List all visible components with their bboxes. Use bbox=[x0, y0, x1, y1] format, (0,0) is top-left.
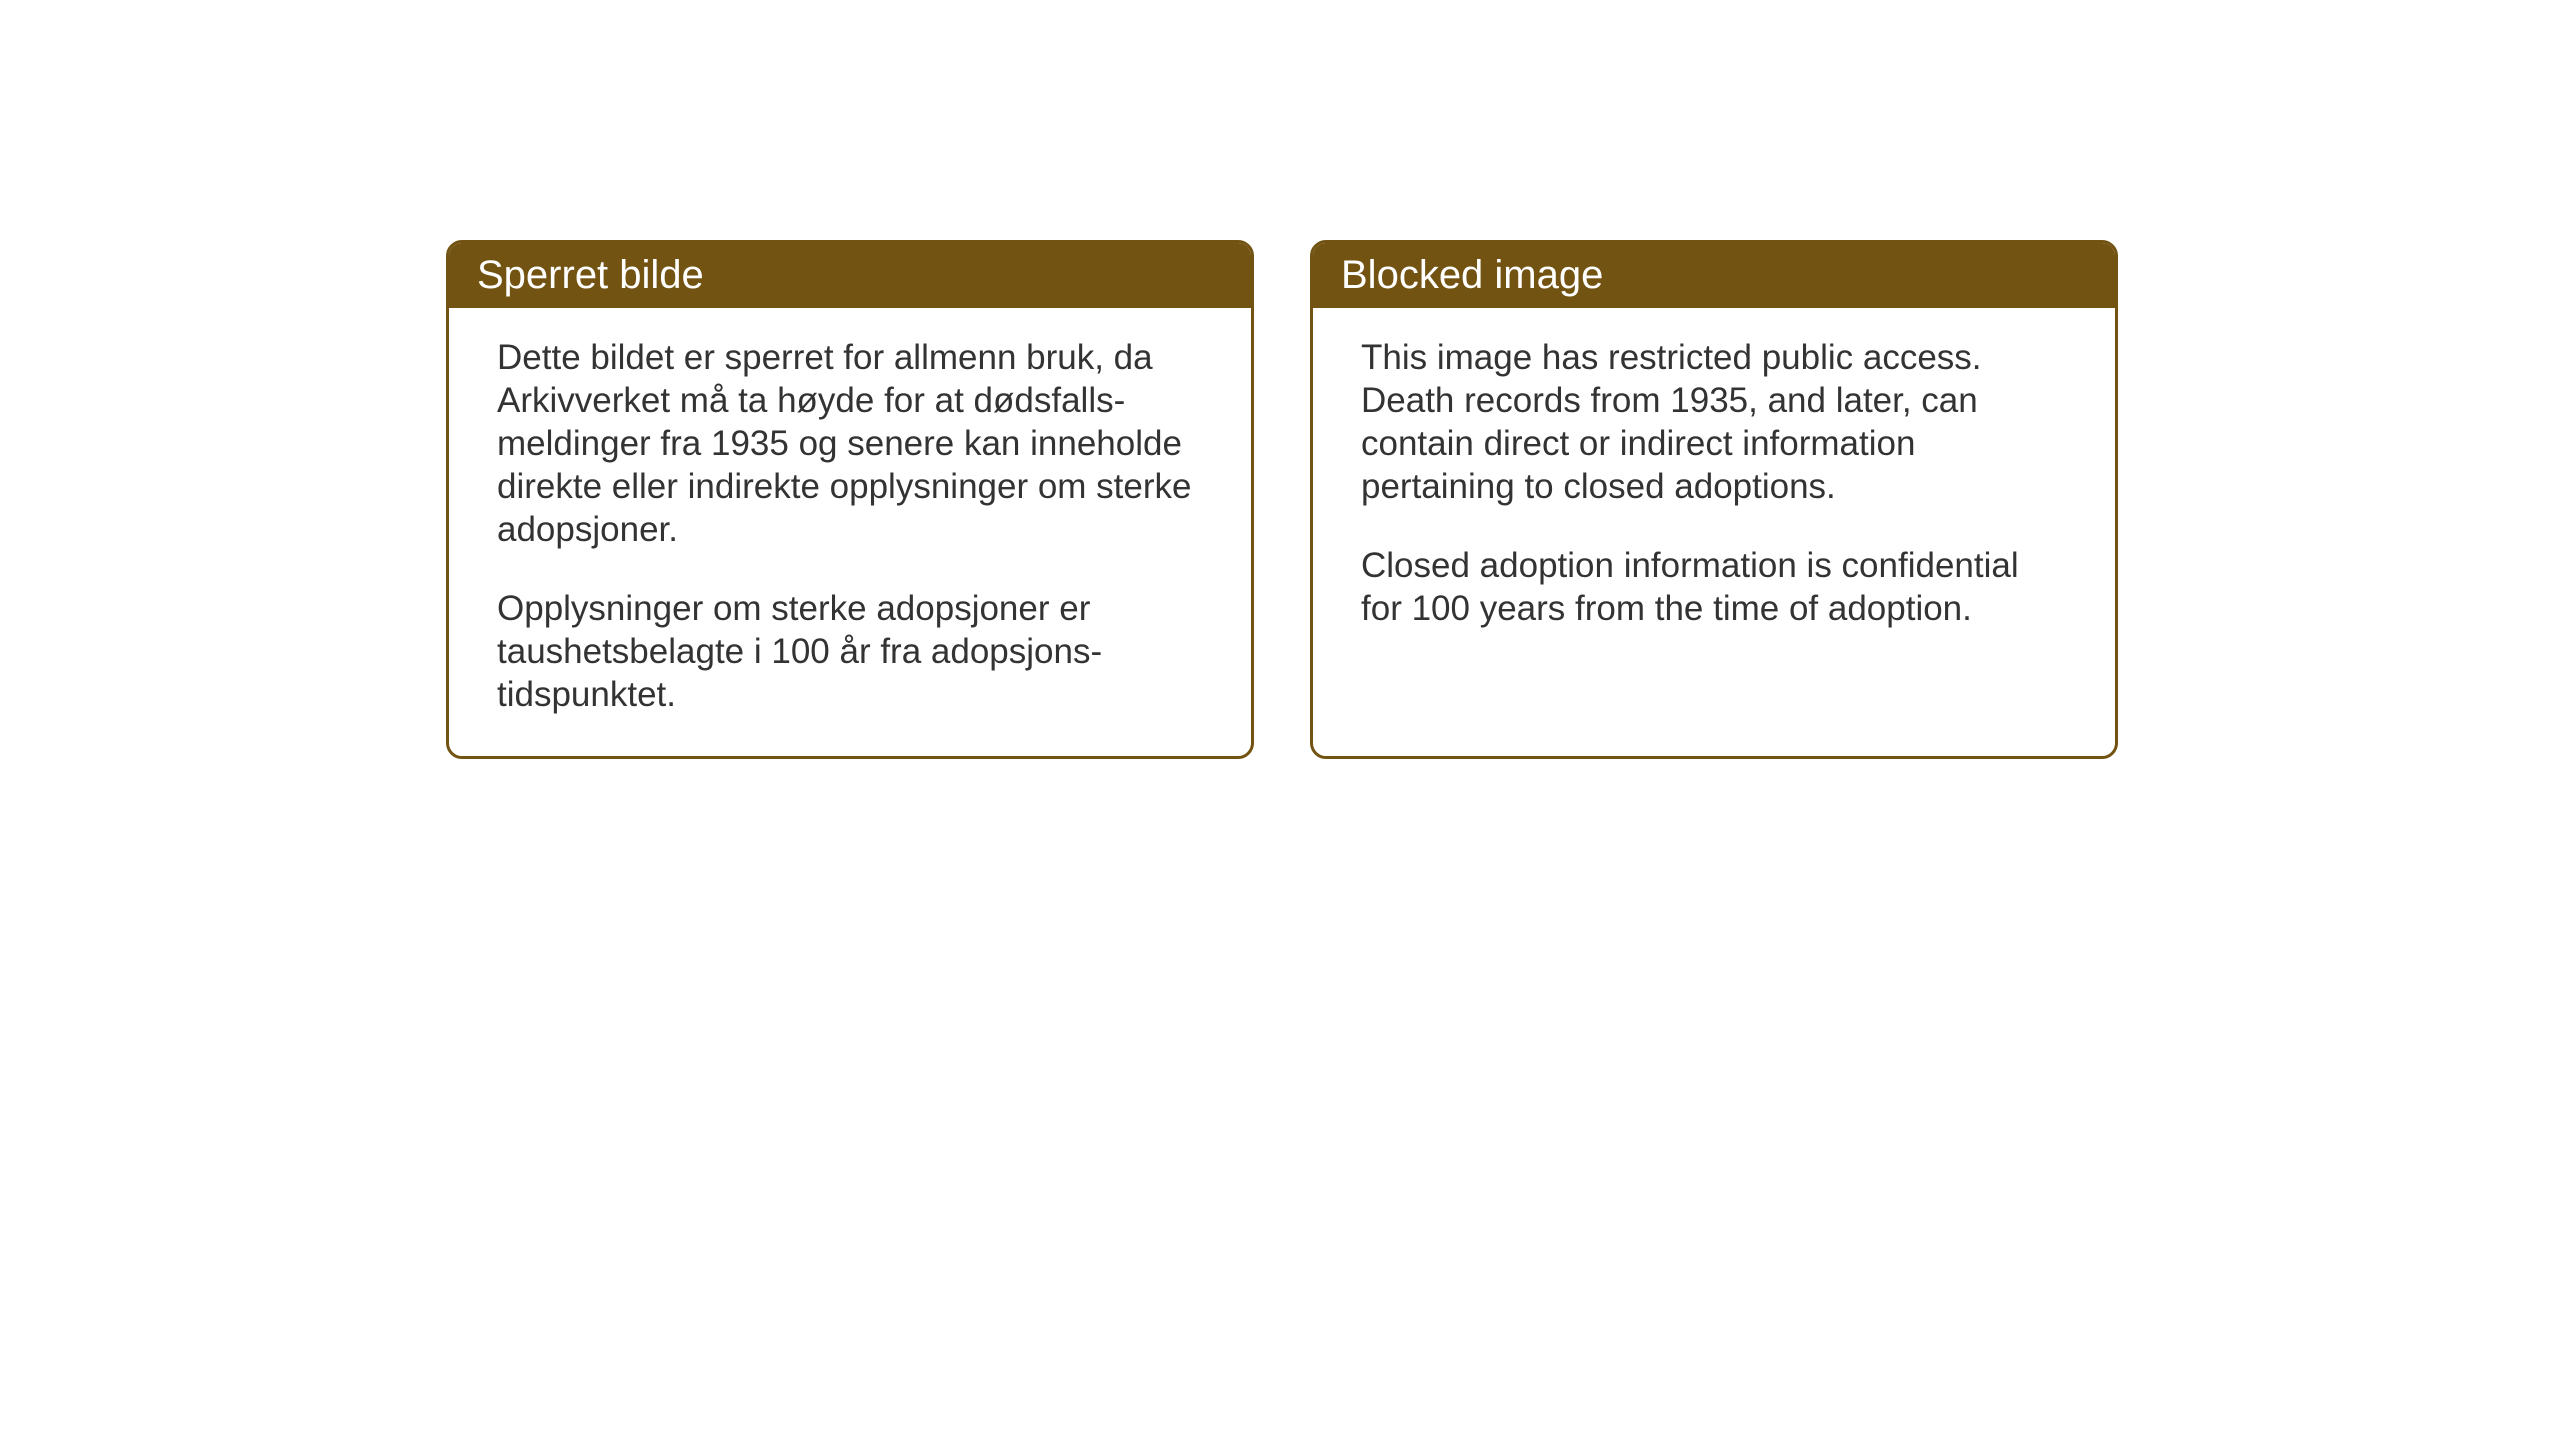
card-para2-norwegian: Opplysninger om sterke adopsjoner er tau… bbox=[497, 587, 1203, 716]
card-norwegian: Sperret bilde Dette bildet er sperret fo… bbox=[446, 240, 1254, 759]
card-header-norwegian: Sperret bilde bbox=[449, 243, 1251, 308]
card-para1-english: This image has restricted public access.… bbox=[1361, 336, 2067, 508]
card-header-english: Blocked image bbox=[1313, 243, 2115, 308]
card-title-norwegian: Sperret bilde bbox=[477, 253, 704, 297]
card-body-norwegian: Dette bildet er sperret for allmenn bruk… bbox=[449, 308, 1251, 756]
card-title-english: Blocked image bbox=[1341, 253, 1603, 297]
notice-container: Sperret bilde Dette bildet er sperret fo… bbox=[446, 240, 2118, 759]
card-para1-norwegian: Dette bildet er sperret for allmenn bruk… bbox=[497, 336, 1203, 551]
card-english: Blocked image This image has restricted … bbox=[1310, 240, 2118, 759]
card-para2-english: Closed adoption information is confident… bbox=[1361, 544, 2067, 630]
card-body-english: This image has restricted public access.… bbox=[1313, 308, 2115, 670]
